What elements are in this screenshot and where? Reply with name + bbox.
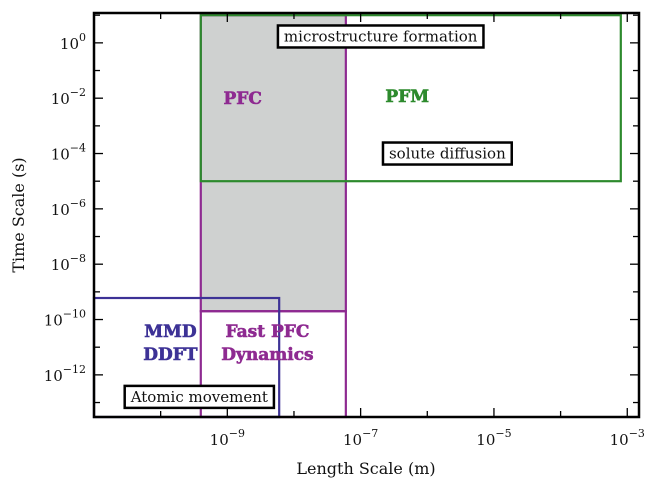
y-tick-label: 10−10 (44, 308, 86, 330)
y-tick-label: 10−4 (51, 142, 86, 164)
regions-layer: PFC PFM Fast PFC Dynamics MMD DDFT (92, 14, 622, 419)
x-tick-label: 10−9 (210, 427, 245, 449)
plot-frame (92, 11, 641, 419)
x-tick-label: 10−5 (476, 427, 511, 449)
y-tick-label: 10−2 (51, 86, 86, 108)
region-fast-pfc-dynamics-label: Fast PFC Dynamics (221, 322, 313, 365)
annotation-atomic-movement-box (123, 384, 276, 410)
x-tick-label: 10−3 (610, 427, 645, 449)
x-tick-label: 10−7 (343, 427, 378, 449)
x-axis-label: Length Scale (m) (296, 459, 435, 478)
region-pfc-label: PFC (223, 89, 261, 109)
y-tick-label: 10−6 (51, 197, 86, 219)
annotation-atomic-movement: Atomic movement (123, 384, 276, 410)
annotation-solute-diffusion: solute diffusion (381, 141, 513, 166)
annotation-microstructure-formation: microstructure formation (276, 24, 485, 49)
annotation-solute-diffusion-box (381, 141, 513, 166)
region-pfc-box (199, 14, 347, 313)
region-pfm-box (199, 14, 622, 183)
region-pfm-label: PFM (385, 87, 429, 107)
y-axis-label: Time Scale (s) (9, 157, 28, 272)
annotations-layer: microstructure formation solute diffusion… (123, 24, 513, 410)
annotation-solute-diffusion-text: solute diffusion (389, 145, 506, 163)
y-tick-label: 10−12 (44, 363, 86, 385)
y-tick-label: 10−8 (51, 252, 86, 274)
region-mmd-ddft-label: MMD DDFT (143, 322, 198, 365)
axes-layer: 10−9 10−7 10−5 10−3 100 10−2 10−4 10−6 10−8 10−10… (44, 13, 645, 449)
y-tick-label: 100 (60, 31, 86, 53)
annotation-microstructure-formation-text: microstructure formation (284, 27, 478, 45)
annotation-atomic-movement-text: Atomic movement (130, 388, 268, 406)
annotation-microstructure-formation-box (276, 24, 485, 49)
